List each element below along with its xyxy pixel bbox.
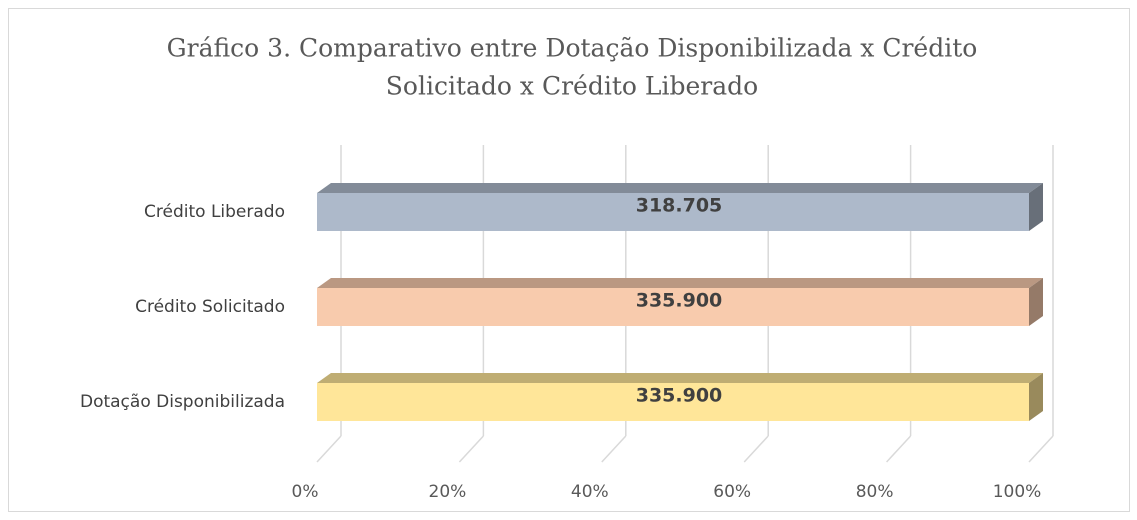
chart-title: Solicitado x Crédito Liberado xyxy=(386,72,758,101)
bar-top xyxy=(317,373,1043,383)
bar xyxy=(317,383,1029,421)
x-tick-label: 80% xyxy=(856,482,894,502)
x-tick-label: 20% xyxy=(429,482,467,502)
grid-line xyxy=(743,435,769,463)
y-tick-label: Dotação Disponibilizada xyxy=(80,392,285,412)
bar xyxy=(317,193,1029,231)
grid-line xyxy=(316,435,342,463)
x-tick-label: 0% xyxy=(292,482,319,502)
bar-top xyxy=(317,278,1043,288)
bar-side xyxy=(1029,183,1043,231)
grid-line xyxy=(458,435,484,463)
grid-line xyxy=(886,435,912,463)
x-tick-label: 100% xyxy=(993,482,1042,502)
chart-title: Gráfico 3. Comparativo entre Dotação Dis… xyxy=(167,34,978,63)
x-tick-label: 40% xyxy=(571,482,609,502)
y-tick-label: Crédito Solicitado xyxy=(135,297,285,317)
y-tick-label: Crédito Liberado xyxy=(144,202,285,222)
bar-side xyxy=(1029,278,1043,326)
chart-border xyxy=(8,8,1130,512)
bar-top xyxy=(317,183,1043,193)
x-tick-label: 60% xyxy=(713,482,751,502)
data-label: 335.900 xyxy=(636,385,723,407)
data-label: 335.900 xyxy=(636,290,723,312)
data-label: 318.705 xyxy=(636,195,723,217)
grid-line xyxy=(601,435,627,463)
bar-side xyxy=(1029,373,1043,421)
bar xyxy=(317,288,1029,326)
grid-line xyxy=(1028,435,1054,463)
